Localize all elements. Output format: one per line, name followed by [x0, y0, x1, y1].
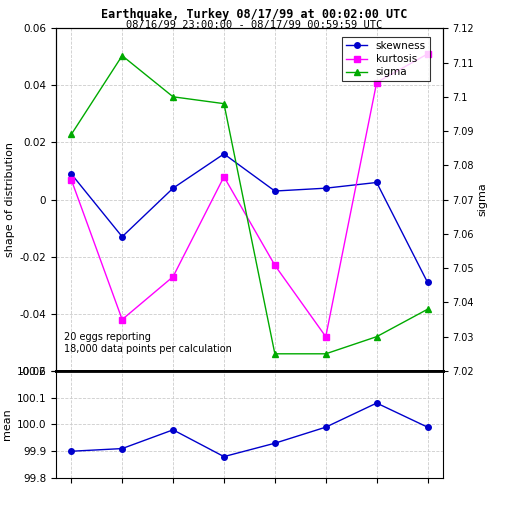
skewness: [323, 185, 329, 191]
skewness: [170, 185, 176, 191]
kurtosis: [374, 80, 380, 86]
Text: 08/16/99 23:00:00 - 08/17/99 00:59:59 UTC: 08/16/99 23:00:00 - 08/17/99 00:59:59 UT…: [126, 20, 383, 29]
kurtosis: [119, 317, 125, 323]
skewness: [425, 279, 431, 285]
kurtosis: [425, 51, 431, 57]
kurtosis: [68, 176, 74, 182]
kurtosis: [221, 174, 227, 180]
Y-axis label: sigma: sigma: [477, 183, 487, 216]
Legend: skewness, kurtosis, sigma: skewness, kurtosis, sigma: [342, 37, 430, 82]
skewness: [272, 188, 278, 194]
Text: 20 eggs reporting
18,000 data points per calculation: 20 eggs reporting 18,000 data points per…: [64, 332, 232, 354]
kurtosis: [323, 334, 329, 340]
Y-axis label: shape of distribution: shape of distribution: [6, 142, 15, 257]
kurtosis: [272, 262, 278, 268]
kurtosis: [170, 273, 176, 280]
Line: kurtosis: kurtosis: [69, 51, 430, 339]
skewness: [374, 179, 380, 186]
skewness: [119, 234, 125, 240]
Line: skewness: skewness: [69, 151, 430, 285]
Y-axis label: mean: mean: [3, 409, 13, 440]
skewness: [68, 171, 74, 177]
Text: Earthquake, Turkey 08/17/99 at 00:02:00 UTC: Earthquake, Turkey 08/17/99 at 00:02:00 …: [101, 8, 408, 21]
skewness: [221, 151, 227, 157]
